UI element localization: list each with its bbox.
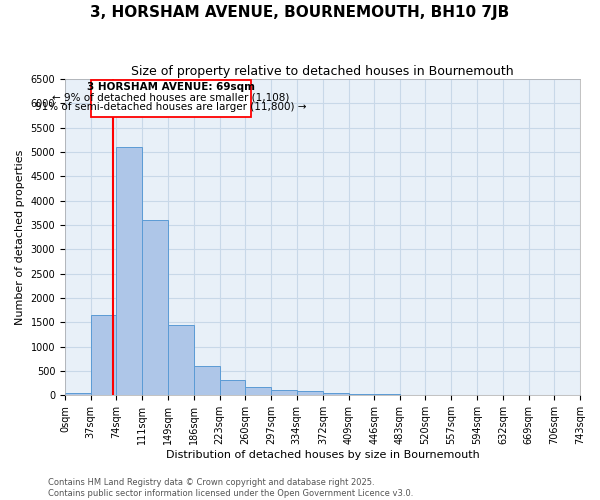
Title: Size of property relative to detached houses in Bournemouth: Size of property relative to detached ho…: [131, 65, 514, 78]
Bar: [168, 324, 194, 395]
Text: 91% of semi-detached houses are larger (11,800) →: 91% of semi-detached houses are larger (…: [35, 102, 307, 113]
X-axis label: Distribution of detached houses by size in Bournemouth: Distribution of detached houses by size …: [166, 450, 479, 460]
Bar: [349, 394, 374, 395]
Bar: [91, 80, 251, 116]
Y-axis label: Number of detached properties: Number of detached properties: [15, 150, 25, 325]
Bar: [65, 393, 91, 395]
Bar: [142, 220, 168, 395]
Bar: [296, 392, 323, 395]
Text: 3 HORSHAM AVENUE: 69sqm: 3 HORSHAM AVENUE: 69sqm: [87, 82, 255, 92]
Text: ← 9% of detached houses are smaller (1,108): ← 9% of detached houses are smaller (1,1…: [52, 92, 290, 102]
Text: Contains HM Land Registry data © Crown copyright and database right 2025.
Contai: Contains HM Land Registry data © Crown c…: [48, 478, 413, 498]
Bar: [116, 147, 142, 395]
Bar: [374, 394, 400, 395]
Bar: [194, 366, 220, 395]
Bar: [245, 388, 271, 395]
Text: 3, HORSHAM AVENUE, BOURNEMOUTH, BH10 7JB: 3, HORSHAM AVENUE, BOURNEMOUTH, BH10 7JB: [91, 5, 509, 20]
Bar: [323, 393, 349, 395]
Bar: [220, 380, 245, 395]
Bar: [91, 315, 116, 395]
Bar: [271, 390, 296, 395]
